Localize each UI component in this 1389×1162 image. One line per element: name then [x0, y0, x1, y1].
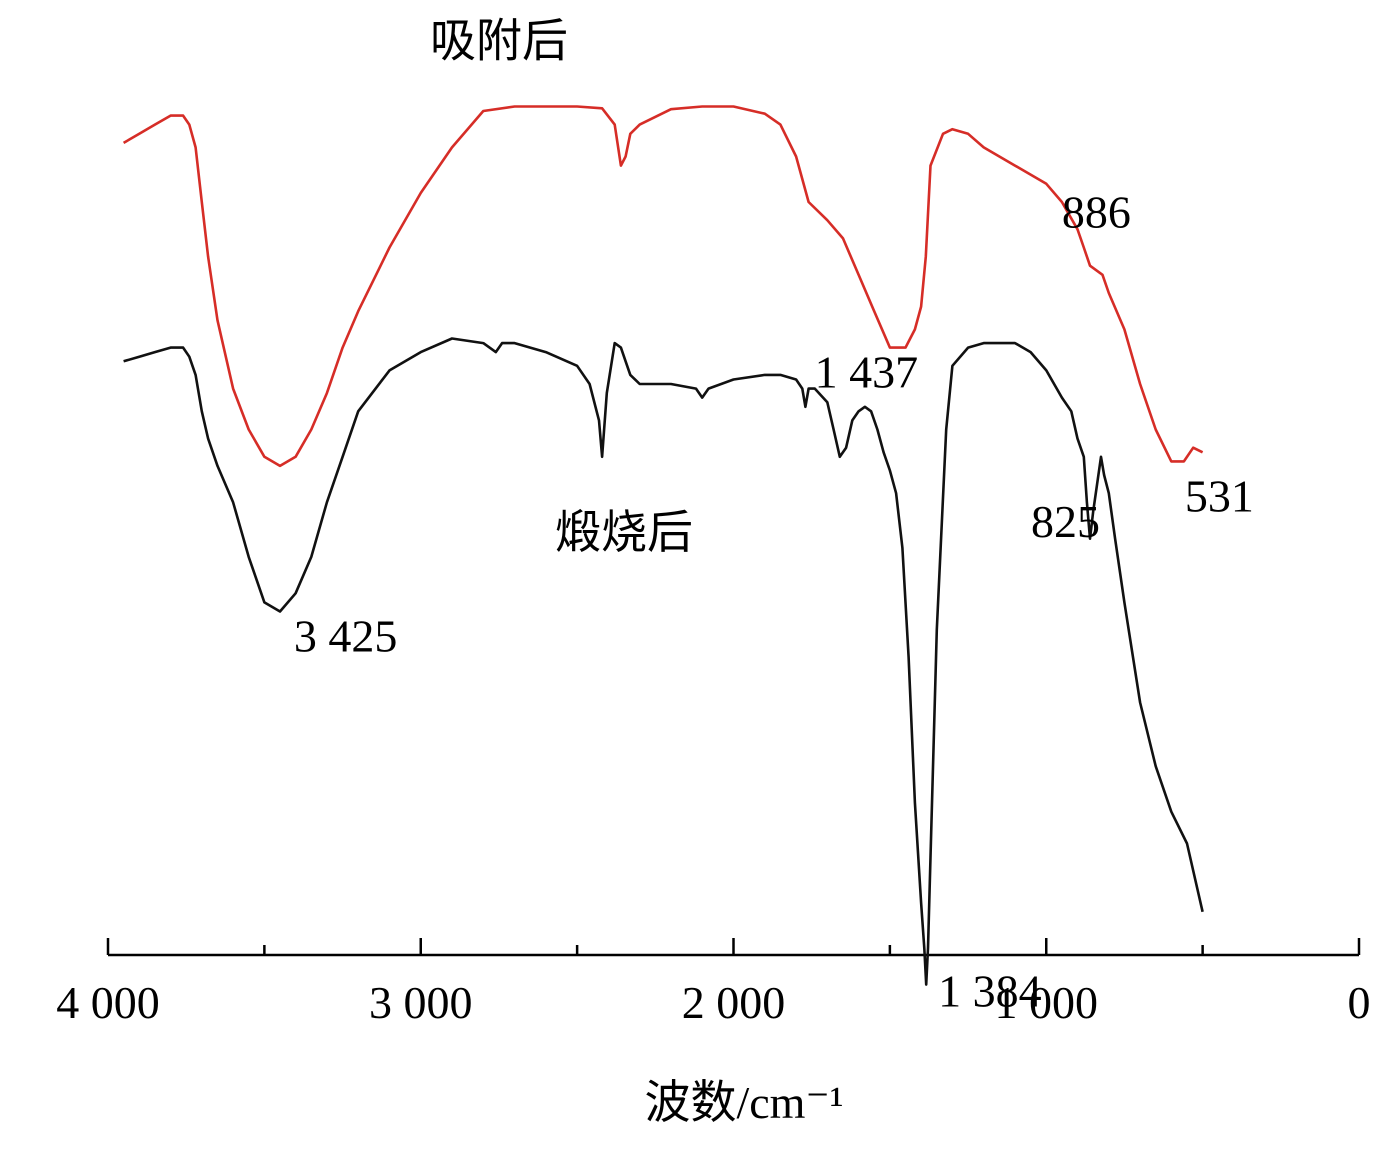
x-tick-label: 4 000 [56, 977, 160, 1028]
series-lines [122, 105, 1204, 986]
peak-label: 3 425 [294, 611, 398, 662]
x-tick-label: 0 [1348, 977, 1371, 1028]
x-axis-tick-labels: 4 000 3 000 2 000 1 000 0 [56, 977, 1370, 1028]
x-axis-minor-ticks [263, 945, 1204, 955]
peak-label: 531 [1185, 471, 1254, 522]
x-tick-label: 2 000 [682, 977, 786, 1028]
x-axis-major-ticks [106, 938, 1361, 955]
series-label-adsorbed: 吸附后 [430, 15, 568, 66]
x-tick-label: 1 000 [995, 977, 1099, 1028]
series-line-calcined [123, 337, 1204, 986]
peak-label: 886 [1062, 187, 1131, 238]
x-axis-title: 波数/cm⁻¹ [644, 1077, 843, 1128]
peak-label: 1 437 [815, 347, 919, 398]
peak-label: 825 [1031, 496, 1100, 547]
peak-annotations: 3 425 1 437 886 531 825 1 384 [294, 187, 1254, 1017]
x-tick-label: 3 000 [369, 977, 473, 1028]
series-label-calcined: 煅烧后 [555, 507, 693, 558]
series-line-adsorbed [122, 105, 1204, 468]
peak-label: 1 384 [938, 966, 1042, 1017]
